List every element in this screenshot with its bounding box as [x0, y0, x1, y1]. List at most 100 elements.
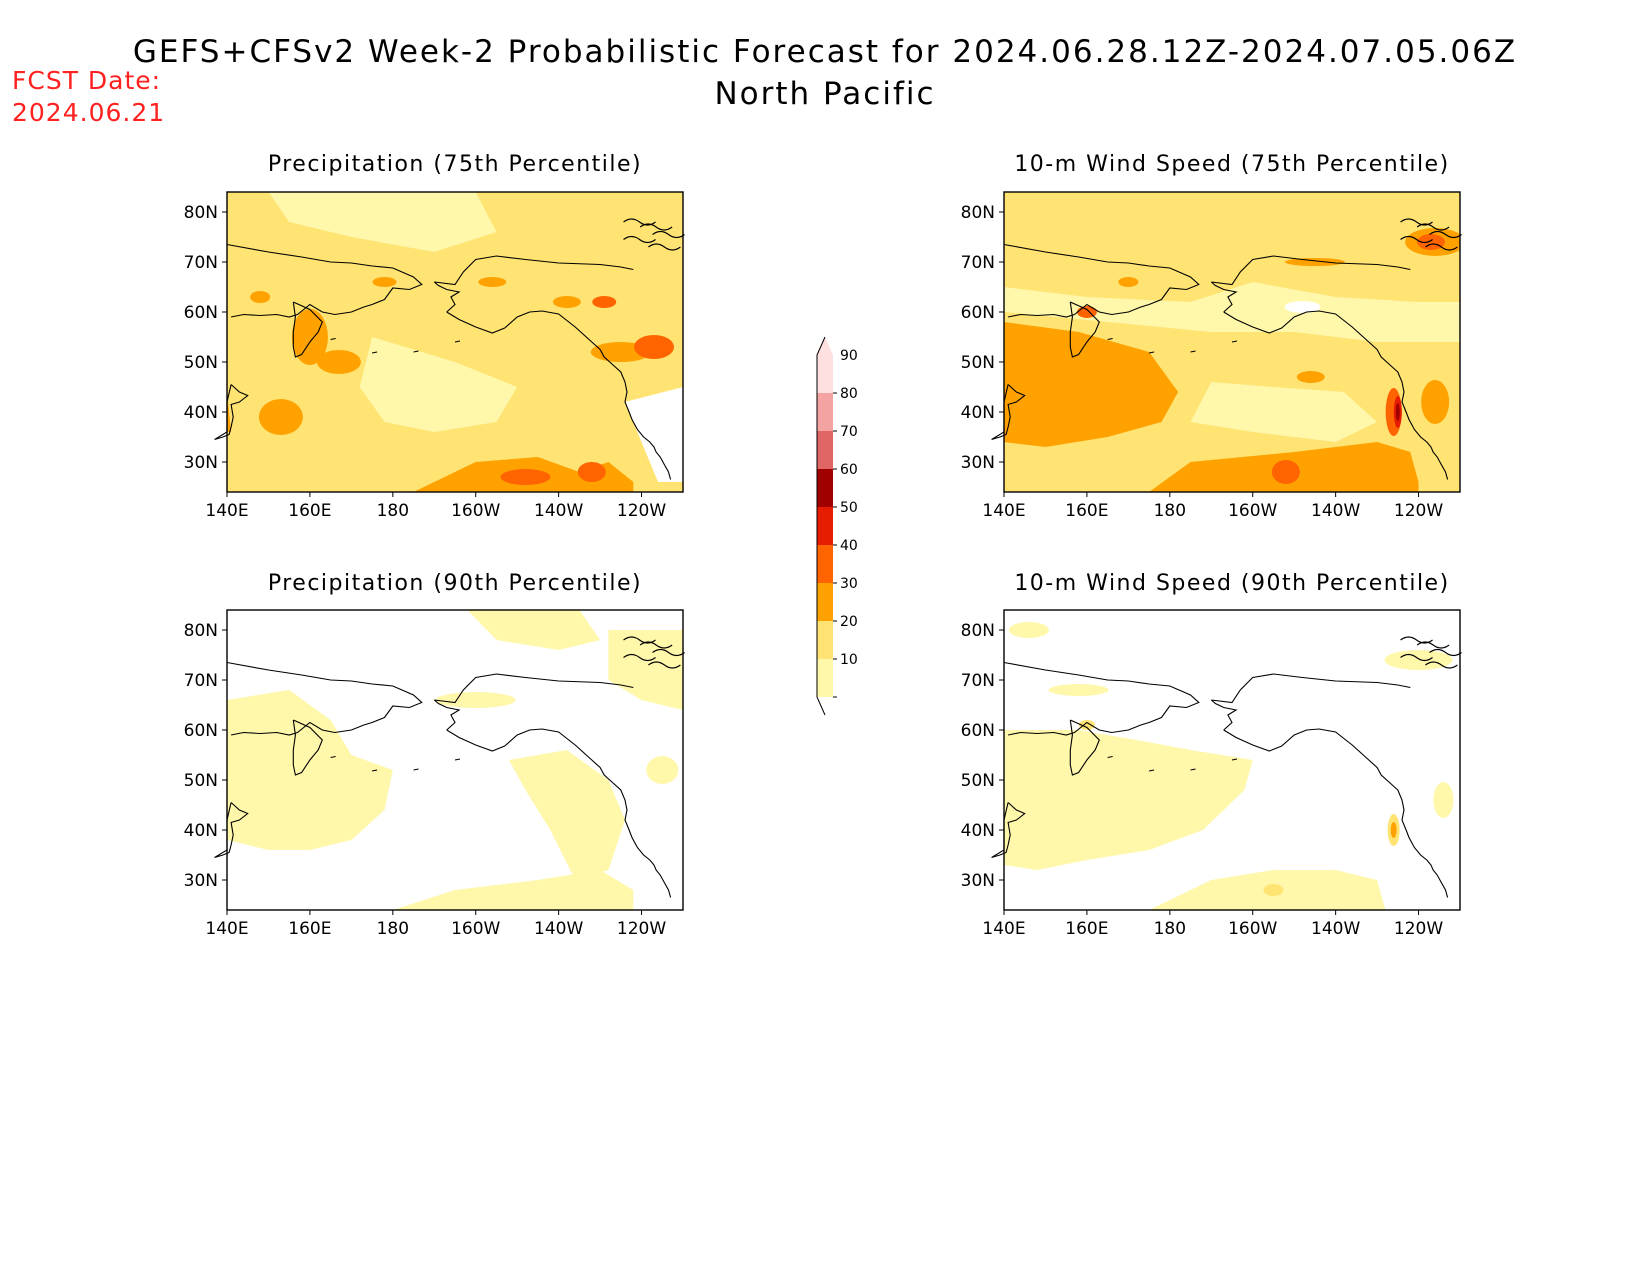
lat-tick-label: 50N: [184, 771, 218, 791]
aleutian-island: [330, 337, 336, 341]
lon-tick-label: 120W: [1394, 501, 1443, 521]
lon-tick-label: 160W: [1228, 919, 1277, 939]
colorbar-segment: [817, 469, 833, 507]
map-precip90: 140E 160E 180 160W 140W 120W 80N 70N 60N 50N 40N 30…: [184, 609, 685, 939]
coastline: [226, 661, 423, 736]
prob-10-region: [1008, 622, 1049, 638]
arctic-island: [648, 243, 681, 251]
lat-tick-label: 30N: [184, 871, 218, 891]
colorbar-segment: [817, 583, 833, 621]
lat-tick-label: 80N: [961, 203, 995, 223]
lat-tick-label: 50N: [961, 353, 995, 373]
colorbar-outline: [816, 336, 826, 716]
map-frame: [1003, 191, 1461, 493]
lon-tick-label: 120W: [617, 501, 666, 521]
aleutian-island: [1107, 337, 1113, 341]
arctic-island: [1400, 235, 1433, 244]
lon-tick-label: 140W: [1311, 501, 1360, 521]
lon-tick-label: 140E: [982, 501, 1025, 521]
prob-30-region: [291, 309, 328, 365]
arctic-island: [1400, 653, 1433, 662]
colorbar-top-triangle: [817, 337, 833, 355]
coastline: [1211, 255, 1411, 286]
axes: 140E 160E 180 160W 140W 120W 80N 70N 60N 50N 40N 30…: [184, 191, 684, 521]
coastlines: [991, 636, 1462, 898]
prob-30-region: [1296, 371, 1325, 383]
prob-40-region: [577, 462, 606, 482]
lat-tick-label: 70N: [961, 671, 995, 691]
lat-tick-label: 60N: [961, 303, 995, 323]
lon-tick-label: 180: [1154, 919, 1186, 939]
prob-20-region: [1263, 884, 1284, 896]
coastline: [434, 255, 634, 286]
colorbar-bottom-triangle: [817, 697, 833, 715]
lat-tick-label: 50N: [184, 353, 218, 373]
prob-10-region: [508, 750, 625, 880]
coastline: [1223, 310, 1449, 480]
arctic-island: [1416, 641, 1450, 649]
lat-tick-label: 40N: [961, 821, 995, 841]
aleutian-island: [413, 768, 419, 771]
prob-30-region: [1004, 322, 1179, 447]
prob-10-region: [1433, 782, 1454, 818]
colorbar-label: 10: [840, 652, 858, 668]
colorbar-label: 20: [840, 614, 858, 630]
prob-40-region: [500, 469, 551, 485]
axes: 140E 160E 180 160W 140W 120W 80N 70N 60N 50N 40N 30…: [961, 609, 1461, 939]
lat-tick-label: 30N: [961, 871, 995, 891]
arctic-island: [1416, 223, 1450, 231]
lat-tick-label: 70N: [961, 253, 995, 273]
prob-30-region: [258, 399, 303, 435]
lat-tick-label: 40N: [184, 403, 218, 423]
prob-30-region: [227, 392, 232, 432]
coastline: [1223, 728, 1449, 898]
map-wind75: 140E 160E 180 160W 140W 120W 80N 70N 60N 50N 40N 30…: [961, 191, 1462, 521]
map-frame: [226, 191, 684, 493]
colorbar-label: 70: [840, 424, 858, 440]
colorbar-segment: [817, 431, 833, 469]
map-wind90: 140E 160E 180 160W 140W 120W 80N 70N 60N 50N 40N 30…: [961, 609, 1462, 939]
lat-tick-label: 80N: [184, 621, 218, 641]
aleutian-island: [371, 351, 378, 354]
axes: 140E 160E 180 160W 140W 120W 80N 70N 60N 50N 40N 30…: [961, 191, 1461, 521]
arctic-island: [623, 653, 656, 662]
prob-10-region: [1384, 650, 1453, 670]
lon-tick-label: 120W: [617, 919, 666, 939]
arctic-island: [648, 661, 681, 669]
prob-30-region: [478, 277, 507, 287]
coastline: [446, 728, 672, 898]
fcst-date-value: 2024.06.21: [12, 98, 166, 127]
lat-tick-label: 60N: [184, 303, 218, 323]
prob-10-region: [227, 690, 393, 850]
colorbar-label: 50: [840, 500, 858, 516]
lon-tick-label: 160W: [1228, 501, 1277, 521]
aleutian-island: [454, 758, 461, 761]
aleutian-island: [1190, 350, 1196, 353]
panel-title-precip75: Precipitation (75th Percentile): [267, 152, 643, 177]
probability-field: [1004, 610, 1460, 910]
lon-tick-label: 140W: [534, 919, 583, 939]
lat-tick-label: 30N: [184, 453, 218, 473]
fcst-date-label: FCST Date:: [12, 66, 162, 95]
prob-10-region: [359, 337, 518, 432]
coastline: [433, 281, 461, 313]
lon-tick-label: 180: [377, 919, 409, 939]
colorbar: 90 80 70 60 50 40 30 20 10: [816, 336, 858, 716]
panel-title-wind75: 10-m Wind Speed (75th Percentile): [1014, 152, 1450, 177]
prob-20-region: [1078, 720, 1095, 730]
colorbar-segment: [817, 393, 833, 431]
colorbar-segment: [817, 621, 833, 659]
aleutian-island: [1148, 351, 1155, 354]
arctic-island: [652, 648, 685, 657]
prob-below-10-region: [1284, 301, 1321, 313]
lat-tick-label: 80N: [184, 203, 218, 223]
prob-10-region: [1190, 382, 1378, 442]
prob-30-region: [1284, 258, 1345, 266]
aleutian-island: [330, 755, 336, 759]
lon-tick-label: 140E: [205, 919, 248, 939]
lat-tick-label: 40N: [961, 403, 995, 423]
coastline: [1003, 243, 1200, 318]
map-precip75: 140E 160E 180 160W 140W 120W 80N 70N 60N 50N 40N 30…: [184, 191, 685, 521]
prob-10-region: [1048, 684, 1109, 696]
lat-tick-label: 70N: [184, 253, 218, 273]
